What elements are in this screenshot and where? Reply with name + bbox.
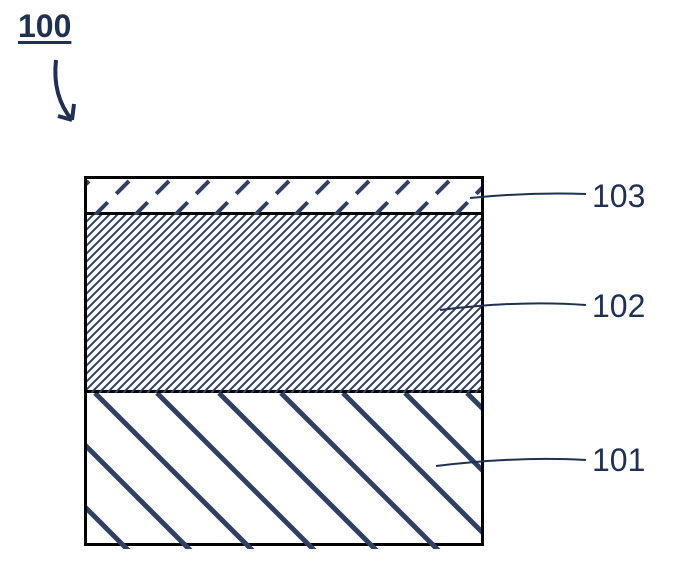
figure-number-label: 100 <box>18 8 71 45</box>
layer-stack <box>84 176 484 546</box>
layer-101 <box>87 393 481 549</box>
diagram-canvas: 100 103 102 101 <box>0 0 686 575</box>
callout-label-102: 102 <box>592 288 645 325</box>
figure-arrow-icon <box>48 56 108 138</box>
callout-label-101: 101 <box>592 442 645 479</box>
callout-label-103: 103 <box>592 178 645 215</box>
layer-103 <box>87 179 481 215</box>
layer-102 <box>87 215 481 393</box>
